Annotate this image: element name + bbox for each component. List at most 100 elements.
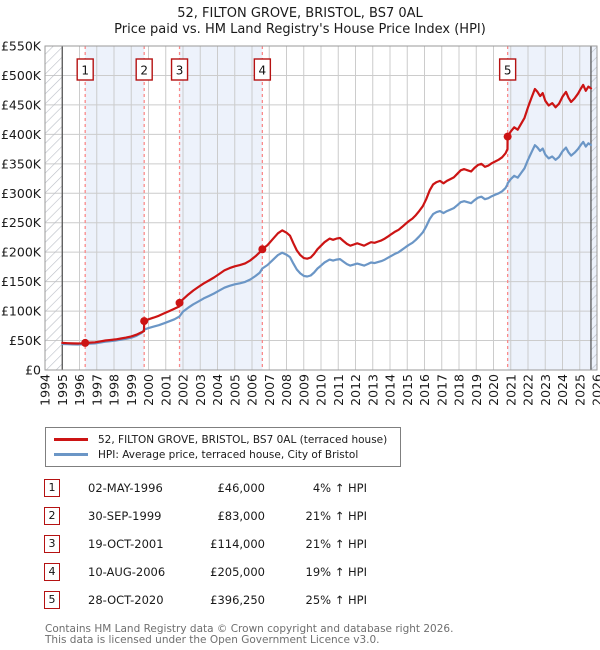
x-tick-label: 2011 [331, 374, 346, 406]
purchase-dot [140, 317, 149, 326]
transaction-hpi-delta: 21% ↑ HPI [305, 509, 367, 523]
x-tick-label: 2003 [193, 374, 208, 406]
y-tick-label: £400K [1, 127, 42, 142]
transaction-date: 19-OCT-2001 [88, 537, 164, 551]
x-tick-label: 1996 [72, 374, 87, 406]
purchase-dot [503, 132, 512, 141]
purchase-marker-number: 2 [140, 64, 148, 78]
x-tick-label: 2026 [590, 374, 600, 406]
transaction-price: £83,000 [217, 509, 265, 523]
transaction-number-badge: 2 [44, 507, 60, 525]
transaction-hpi-delta: 25% ↑ HPI [305, 593, 367, 607]
transaction-price: £205,000 [210, 565, 265, 579]
y-tick-label: £0 [25, 363, 41, 378]
transaction-hpi-delta: 19% ↑ HPI [305, 565, 367, 579]
transaction-price: £396,250 [210, 593, 265, 607]
transaction-price: £114,000 [210, 537, 265, 551]
y-tick-label: £100K [1, 304, 42, 319]
legend: 52, FILTON GROVE, BRISTOL, BS7 0AL (terr… [45, 427, 401, 467]
transaction-hpi-delta: 4% ↑ HPI [312, 481, 367, 495]
x-tick-label: 2010 [314, 374, 329, 406]
y-axis-tick-labels: £0 £50K £100K £150K £200K £250K £300K £350K £400… [1, 39, 42, 378]
purchase-marker-box [253, 58, 272, 81]
x-tick-label: 2022 [521, 374, 536, 406]
purchase-dot [81, 338, 90, 347]
x-tick-label: 2017 [434, 374, 449, 406]
transaction-row: 5 28-OCT-2020 £396,250 25% ↑ HPI [0, 590, 600, 618]
x-tick-label: 2008 [279, 374, 294, 406]
purchase-dots [81, 132, 512, 347]
y-tick-label: £300K [1, 186, 42, 201]
transaction-number-badge: 1 [44, 479, 60, 497]
y-tick-label: £250K [1, 215, 42, 230]
purchase-marker-box [170, 58, 189, 81]
x-tick-label: 1998 [107, 374, 122, 406]
x-tick-label: 2015 [400, 374, 415, 406]
chart-band [85, 46, 145, 370]
y-tick-label: £350K [1, 156, 42, 171]
x-tick-label: 2014 [383, 374, 398, 406]
x-tick-label: 1994 [38, 374, 53, 406]
purchase-marker-box [76, 58, 94, 81]
x-tick-label: 2000 [141, 374, 156, 406]
price-paid-line-swatch [54, 438, 88, 441]
y-tick-label: £150K [1, 274, 42, 289]
footer-line2: This data is licensed under the Open Gov… [45, 634, 380, 647]
no-data-hatch [45, 46, 63, 370]
x-tick-label: 2020 [486, 374, 501, 406]
no-data-hatch-regions [45, 46, 597, 370]
purchase-marker-box [498, 58, 517, 81]
x-tick-label: 2001 [158, 374, 173, 406]
x-tick-label: 2012 [348, 374, 363, 406]
hpi-line-swatch [54, 453, 88, 456]
y-tick-label: £450K [1, 97, 42, 112]
y-tick-label: £50K [9, 333, 42, 348]
transaction-row: 2 30-SEP-1999 £83,000 21% ↑ HPI [0, 506, 600, 534]
x-tick-label: 2009 [296, 374, 311, 406]
transaction-date: 28-OCT-2020 [88, 593, 164, 607]
transaction-number-badge: 4 [44, 563, 60, 581]
x-tick-label: 2019 [469, 374, 484, 406]
x-tick-label: 1997 [89, 374, 104, 406]
transaction-row: 4 10-AUG-2006 £205,000 19% ↑ HPI [0, 562, 600, 590]
x-tick-label: 2013 [365, 374, 380, 406]
purchase-marker-number: 5 [504, 64, 512, 78]
purchase-marker-number: 1 [81, 64, 89, 78]
footer-line1: Contains HM Land Registry data © Crown c… [45, 623, 454, 635]
data-series-lines [61, 83, 593, 346]
chart-band [507, 46, 597, 370]
ownership-period-bands [85, 46, 597, 370]
x-tick-label: 2023 [538, 374, 553, 406]
x-tick-label: 2002 [176, 374, 191, 406]
x-tick-label: 2016 [417, 374, 432, 406]
transaction-row: 1 02-MAY-1996 £46,000 4% ↑ HPI [0, 478, 600, 506]
x-tick-label: 2025 [572, 374, 587, 406]
transaction-number-badge: 3 [44, 535, 60, 553]
x-tick-label: 2004 [210, 374, 225, 406]
x-tick-label: 1995 [55, 374, 70, 406]
x-axis-tick-labels: 1994 1995 1996 1997 1998 1999 2000 2001 2002 2003… [38, 374, 600, 406]
purchase-dot [175, 298, 184, 307]
x-tick-label: 2005 [227, 374, 242, 406]
legend-item-price-paid: 52, FILTON GROVE, BRISTOL, BS7 0AL (terr… [54, 432, 392, 447]
transaction-number-badge: 5 [44, 591, 60, 609]
legend-label-price-paid: 52, FILTON GROVE, BRISTOL, BS7 0AL (terr… [98, 433, 388, 446]
price-history-chart: 52, FILTON GROVE, BRISTOL, BS7 0AL Price… [1, 6, 600, 406]
purchase-marker-box [135, 58, 153, 81]
x-tick-label: 2024 [555, 374, 570, 406]
x-tick-label: 2018 [452, 374, 467, 406]
x-tick-label: 2006 [245, 374, 260, 406]
transaction-row: 3 19-OCT-2001 £114,000 21% ↑ HPI [0, 534, 600, 562]
transaction-date: 02-MAY-1996 [88, 481, 163, 495]
y-tick-label: £500K [1, 68, 42, 83]
y-tick-label: £200K [1, 245, 42, 260]
chart-title-line2: Price paid vs. HM Land Registry's House … [114, 22, 486, 37]
transaction-date: 30-SEP-1999 [88, 509, 162, 523]
purchase-marker-number: 3 [176, 64, 184, 78]
x-tick-label: 2007 [262, 374, 277, 406]
chart-title-line1: 52, FILTON GROVE, BRISTOL, BS7 0AL [177, 6, 423, 21]
legend-label-hpi: HPI: Average price, terraced house, City… [98, 448, 359, 461]
chart-band [179, 46, 263, 370]
purchase-marker-boxes: 1 2 3 4 5 [76, 58, 517, 81]
transaction-date: 10-AUG-2006 [88, 565, 166, 579]
